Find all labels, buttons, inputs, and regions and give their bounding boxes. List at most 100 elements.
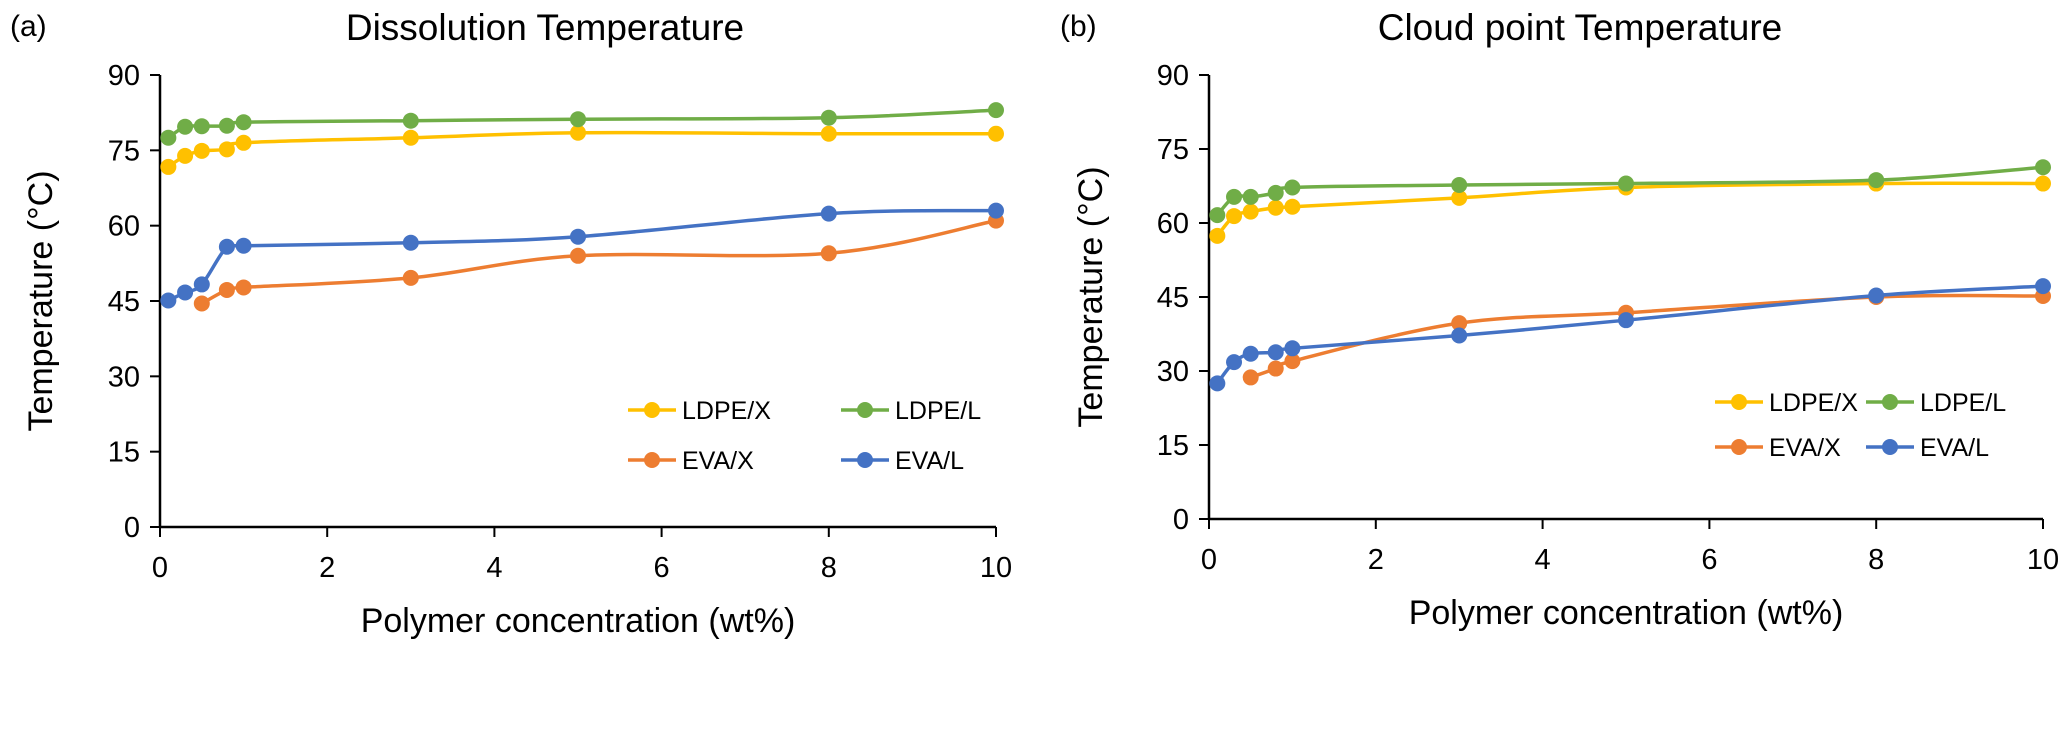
legend-item: LDPE/L (1866, 389, 2006, 417)
legend-marker (857, 452, 873, 468)
chart-title: Dissolution Temperature (346, 7, 744, 48)
data-point (820, 205, 837, 222)
series-line (1215, 284, 2044, 385)
y-tick-label: 15 (1157, 430, 1189, 462)
y-tick-label: 30 (108, 361, 140, 393)
panel-label: (a) (10, 10, 47, 43)
legend-label: LDPE/L (895, 397, 981, 425)
data-point (1242, 369, 1259, 386)
x-tick-label: 2 (1368, 544, 1384, 576)
data-point (570, 124, 586, 141)
legend-label: LDPE/L (1920, 389, 2006, 417)
y-tick-label: 30 (1157, 356, 1189, 388)
series-line (200, 218, 997, 306)
legend-item: EVA/L (1866, 434, 1989, 462)
legend-label: LDPE/X (1769, 389, 1858, 417)
legend-item: LDPE/L (841, 397, 981, 425)
x-tick-label: 2 (319, 552, 335, 584)
x-axis-label: Polymer concentration (wt%) (361, 602, 796, 640)
data-point (1267, 360, 1284, 377)
data-point (193, 276, 210, 293)
chart-b: (b) Cloud point Temperature 0 15 30 45 60 75 90 0… (1060, 7, 2059, 632)
chart-title: Cloud point Temperature (1378, 7, 1783, 48)
series-ldpe-x (160, 124, 1004, 175)
x-tick-label: 6 (1701, 544, 1717, 576)
data-point (218, 141, 235, 158)
data-point (402, 269, 419, 286)
data-point (820, 245, 837, 262)
data-point (177, 118, 194, 135)
data-point (402, 112, 419, 129)
legend-label: EVA/L (895, 447, 964, 475)
data-point (218, 238, 235, 255)
data-point (235, 279, 252, 296)
x-tick-label: 0 (152, 552, 168, 584)
data-point (235, 114, 252, 131)
x-tick-label: 8 (821, 552, 837, 584)
data-point (570, 111, 586, 128)
data-point (570, 247, 586, 264)
legend-marker (857, 402, 873, 418)
data-point (1618, 312, 1634, 329)
data-point (1242, 188, 1259, 205)
legend-marker (1882, 439, 1898, 455)
data-point (988, 102, 1004, 119)
data-point (1451, 189, 1468, 206)
data-point (570, 228, 586, 245)
y-axis-label: Temperature (°C) (1072, 166, 1110, 427)
data-point (988, 202, 1004, 219)
y-tick-label: 45 (1157, 282, 1189, 314)
data-point (235, 237, 252, 254)
data-point (1451, 327, 1468, 344)
legend-item: LDPE/X (628, 397, 771, 425)
x-tick-label: 6 (654, 552, 670, 584)
data-point (1451, 315, 1468, 332)
legend-label: EVA/X (682, 447, 754, 475)
y-tick-label: 75 (1157, 134, 1189, 166)
series-line (1250, 293, 2044, 380)
y-tick-label: 15 (108, 437, 140, 469)
data-point (160, 158, 177, 175)
legend-item: EVA/X (1715, 434, 1841, 462)
data-point (1209, 227, 1226, 244)
data-point (820, 125, 837, 142)
y-tick-label: 0 (1173, 504, 1189, 536)
data-point (1284, 198, 1301, 215)
series-eva-l (160, 202, 1004, 309)
legend-label: EVA/L (1920, 434, 1989, 462)
data-point (2035, 159, 2051, 176)
legend-item: EVA/X (628, 447, 754, 475)
data-point (1209, 375, 1226, 392)
x-tick-label: 10 (980, 552, 1012, 584)
data-point (1868, 172, 1885, 189)
data-point (1284, 340, 1301, 357)
y-tick-label: 90 (108, 60, 140, 92)
y-tick-label: 45 (108, 286, 140, 318)
data-point (218, 281, 235, 298)
data-point (1267, 199, 1284, 216)
legend-label: LDPE/X (682, 397, 771, 425)
x-tick-label: 4 (1535, 544, 1551, 576)
panel-label: (b) (1060, 10, 1097, 43)
data-point (235, 134, 252, 151)
data-point (1209, 207, 1226, 224)
data-point (1226, 208, 1243, 225)
data-point (1242, 203, 1259, 220)
x-axis-label: Polymer concentration (wt%) (1409, 594, 1844, 632)
data-point (1451, 177, 1468, 194)
legend-item: EVA/L (841, 447, 964, 475)
y-tick-label: 60 (1157, 208, 1189, 240)
series-ldpe-l (160, 102, 1004, 146)
data-point (1284, 353, 1301, 370)
x-tick-label: 0 (1201, 544, 1217, 576)
data-point (2035, 278, 2051, 295)
data-point (193, 295, 210, 312)
data-point (2035, 175, 2051, 192)
data-point (988, 125, 1004, 142)
data-point (1226, 188, 1243, 205)
legend-marker (1882, 394, 1898, 410)
data-point (177, 147, 194, 164)
data-point (193, 118, 210, 135)
series-ldpe-l (1209, 159, 2051, 224)
legend-label: EVA/X (1769, 434, 1841, 462)
